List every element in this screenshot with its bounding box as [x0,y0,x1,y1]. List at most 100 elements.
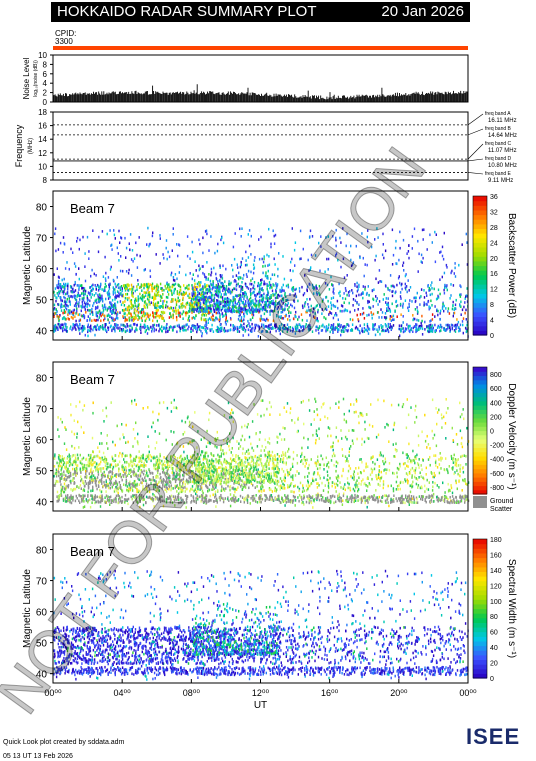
scatter-cell [263,280,265,283]
scatter-cell [279,332,281,336]
scatter-cell [377,303,379,306]
scatter-cell [167,306,169,310]
scatter-cell [133,257,136,260]
scatter-cell [360,413,362,417]
scatter-cell [201,334,203,338]
scatter-cell [244,306,246,309]
scatter-cell [382,298,384,301]
scatter-cell [153,315,155,319]
scatter-cell [132,304,134,307]
scatter-cell [133,311,135,315]
scatter-cell [140,297,143,301]
scatter-cell [205,229,208,233]
scatter-cell [259,303,261,306]
scatter-cell [73,308,76,312]
scatter-cell [245,293,247,296]
scatter-cell [339,325,341,329]
scatter-cell [198,292,201,295]
scatter-cell [218,330,220,333]
scatter-cell [352,318,354,322]
scatter-cell [154,295,156,299]
scatter-cell [260,317,263,321]
scatter-cell [70,325,72,329]
scatter-cell [429,447,431,450]
scatter-cell [154,297,156,300]
scatter-cell [74,294,77,298]
freq-band-name: freq band A [485,111,511,117]
scatter-cell [363,317,366,320]
scatter-cell [267,318,269,322]
scatter-cell [390,327,392,331]
scatter-cell [301,304,304,308]
scatter-cell [298,290,301,293]
scatter-cell [330,301,332,304]
scatter-cell [157,301,160,304]
scatter-cell [65,317,67,321]
scatter-cell [165,485,167,489]
scatter-cell [268,303,270,307]
scatter-cell [148,285,150,288]
scatter-cell [237,276,239,279]
scatter-cell [102,309,105,312]
scatter-cell [134,300,136,303]
scatter-cell [267,291,269,295]
scatter-cell [429,293,431,297]
scatter-cell [109,296,111,299]
scatter-cell [194,288,196,291]
scatter-cell [210,273,212,277]
scatter-cell [268,327,270,330]
scatter-cell [407,309,410,312]
scatter-cell [162,253,164,256]
scatter-cell [424,328,426,331]
scatter-cell [107,447,109,450]
scatter-cell [179,329,181,333]
scatter-cell [151,296,153,299]
scatter-cell [278,329,280,332]
scatter-cell [139,474,141,477]
scatter-cell [228,290,230,293]
colorbar-frame [472,195,488,336]
scatter-cell [74,289,77,292]
scatter-cell [412,458,414,462]
scatter-cell [215,301,217,305]
scatter-cell [221,307,223,310]
scatter-cell [303,489,306,493]
scatter-cell [112,309,114,312]
scatter-cell [106,291,109,294]
scatter-cell [69,285,72,288]
scatter-cell [157,324,160,327]
scatter-cell [191,301,193,304]
scatter-cell [98,495,100,499]
scatter-cell [152,472,154,475]
scatter-cell [224,280,226,283]
scatter-cell [430,319,432,322]
scatter-cell [306,489,308,492]
scatter-cell [282,326,285,329]
scatter-cell [236,325,238,329]
scatter-cell [271,309,273,313]
scatter-cell [212,284,214,288]
scatter-cell [94,481,97,485]
scatter-cell [153,487,155,490]
scatter-cell [198,304,200,308]
scatter-cell [208,285,211,289]
scatter-cell [73,262,76,265]
scatter-cell [178,314,180,317]
scatter-cell [276,435,278,439]
scatter-cell [235,306,237,309]
scatter-cell [189,478,192,481]
scatter-cell [87,328,89,332]
scatter-cell [136,266,139,269]
scatter-cell [415,323,418,326]
scatter-cell [372,297,374,301]
scatter-cell [391,315,393,319]
scatter-cell [343,292,345,295]
scatter-cell [319,494,321,497]
scatter-cell [251,327,253,331]
scatter-cell [244,263,247,267]
scatter-cell [337,306,339,310]
scatter-cell [54,287,57,290]
scatter-cell [254,323,256,327]
scatter-cell [226,300,229,303]
scatter-cell [248,435,251,439]
